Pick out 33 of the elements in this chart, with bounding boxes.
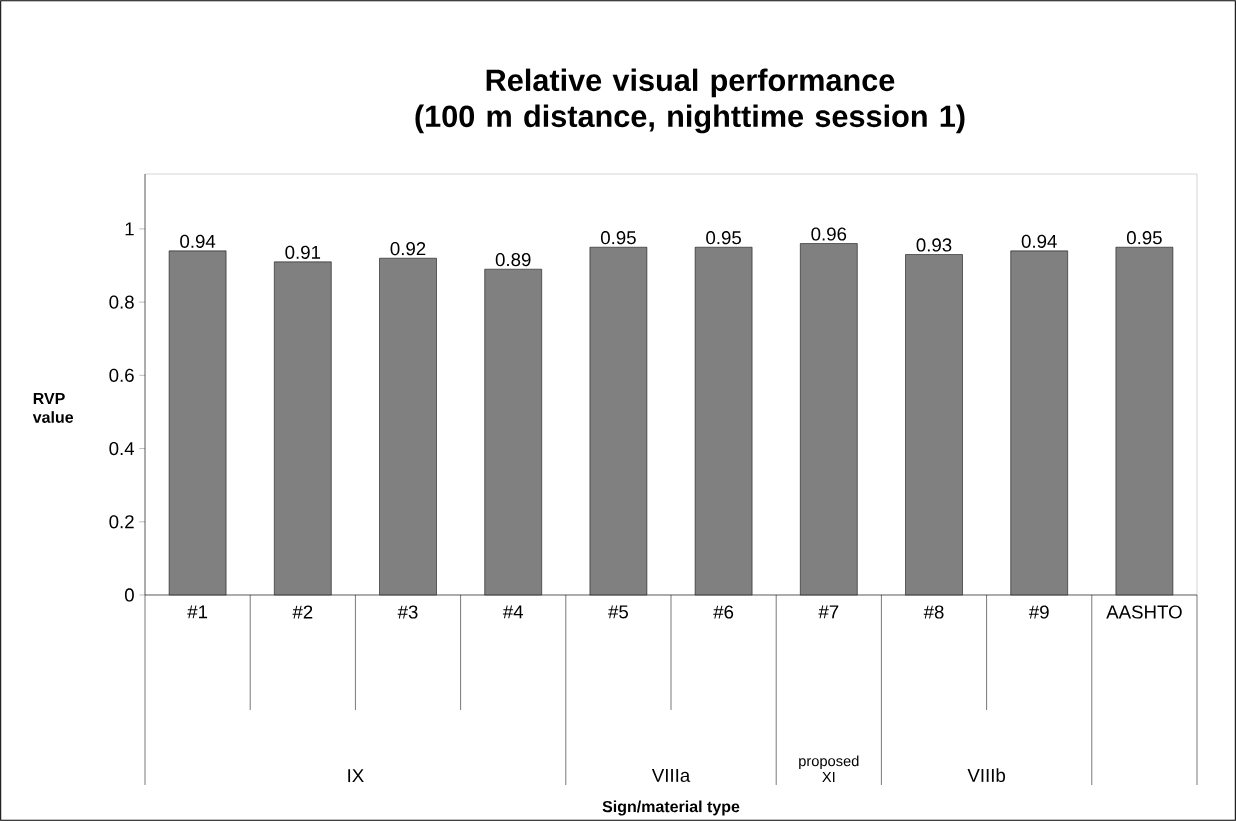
data-label: 0.93 bbox=[916, 238, 952, 252]
x-tick-label: AASHTO bbox=[1106, 605, 1182, 619]
x-tick-label: #4 bbox=[502, 605, 524, 619]
x-tick-label: #3 bbox=[397, 605, 418, 619]
y-tick-label: 0.6 bbox=[109, 368, 134, 382]
data-label: 0.95 bbox=[706, 231, 741, 245]
x-tick-label: #7 bbox=[818, 605, 839, 619]
y-tick-label: 0.8 bbox=[109, 295, 134, 309]
data-label: 0.96 bbox=[811, 227, 847, 241]
text: Sign/material type bbox=[602, 800, 740, 816]
y-tick-label: 0.4 bbox=[109, 441, 135, 456]
x-tick-label: #9 bbox=[1028, 605, 1049, 619]
x-tick-label: #2 bbox=[292, 605, 313, 619]
x-tick-label: #8 bbox=[923, 605, 944, 619]
y-axis-title: RVP value bbox=[32, 393, 74, 423]
data-label: 0.95 bbox=[600, 231, 636, 245]
data-label: 0.94 bbox=[1021, 234, 1057, 248]
data-label: 0.92 bbox=[390, 242, 426, 256]
data-label: 0.94 bbox=[180, 234, 216, 248]
y-tick-label: 0 bbox=[124, 588, 134, 602]
y-tick-label: 0.2 bbox=[109, 515, 134, 529]
chart-title: Relative visual performance (100 m distance, nighttime session 1) bbox=[415, 68, 965, 134]
text: proposed XI bbox=[799, 755, 859, 783]
x-tick-label: #1 bbox=[187, 605, 208, 619]
y-tick-label: 1 bbox=[125, 222, 134, 236]
data-label: 0.95 bbox=[1126, 231, 1162, 245]
text: IX bbox=[348, 769, 364, 783]
x-tick-label: #6 bbox=[713, 605, 734, 619]
data-label: 0.91 bbox=[285, 245, 321, 259]
data-label: 0.89 bbox=[495, 253, 531, 267]
text: VIIIb bbox=[967, 768, 1006, 783]
x-tick-label: #5 bbox=[608, 605, 628, 619]
text: VIIIa bbox=[651, 769, 691, 783]
